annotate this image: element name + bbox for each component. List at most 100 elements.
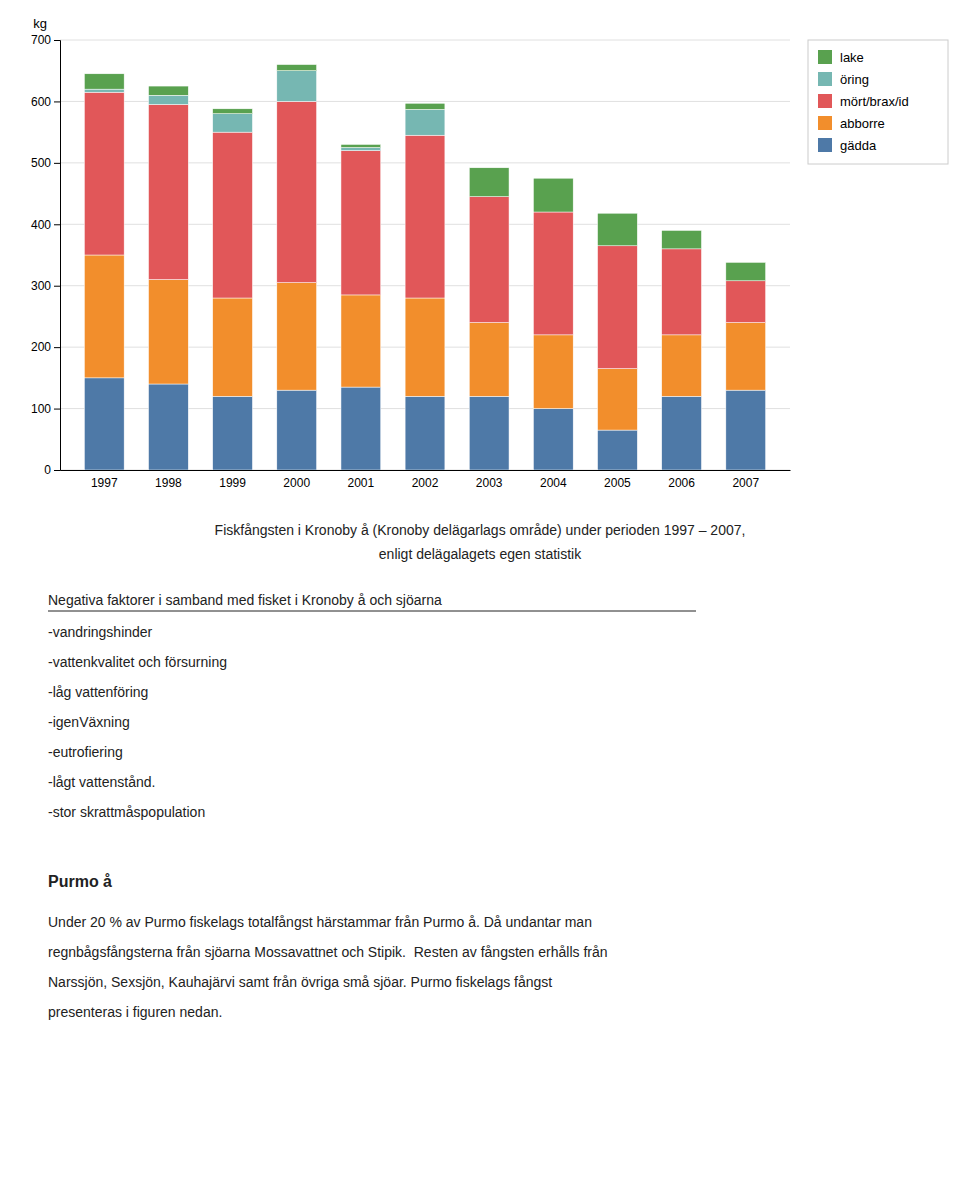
tick-label: 2001 — [348, 476, 375, 490]
tick-label: 200 — [31, 340, 51, 354]
bullet: -vandringshinder — [48, 624, 153, 640]
tick-label: 2005 — [604, 476, 631, 490]
bar-segment — [405, 109, 445, 135]
tick: 400 — [31, 218, 60, 232]
bar-segment — [533, 212, 573, 335]
bullet: -stor skrattmåspopulation — [48, 804, 205, 820]
bar-segment — [149, 95, 189, 104]
bar-segment — [277, 101, 317, 282]
tick: 2001 — [348, 476, 375, 490]
bar-segment — [277, 71, 317, 102]
tick: 100 — [31, 402, 60, 416]
bar-segment — [277, 390, 317, 470]
legend-label: gädda — [840, 138, 877, 153]
bar-segment — [213, 132, 253, 298]
series — [84, 92, 765, 368]
tick: 2005 — [604, 476, 631, 490]
tick: 500 — [31, 156, 60, 170]
bar-segment — [341, 151, 381, 295]
legend-item: lake — [818, 50, 864, 65]
bar-segment — [149, 280, 189, 384]
tick-mark — [54, 163, 60, 164]
legend-label: lake — [840, 50, 864, 65]
bar-segment — [341, 295, 381, 387]
bar-segment — [469, 396, 509, 470]
tick: 2007 — [732, 476, 759, 490]
bullet: -lågt vattenstånd. — [48, 774, 155, 790]
bar-segment — [533, 409, 573, 470]
bar-segment — [662, 230, 702, 248]
tick-mark — [54, 224, 60, 225]
tick: 2000 — [283, 476, 310, 490]
tick-label: 700 — [31, 33, 51, 47]
tick: 2004 — [540, 476, 567, 490]
bar-segment — [726, 323, 766, 391]
bar-segment — [533, 178, 573, 212]
bar-segment — [533, 335, 573, 409]
x-axis: 1997199819992000200120022003200420052006… — [61, 471, 791, 490]
tick-mark — [54, 40, 60, 41]
tick: 2003 — [476, 476, 503, 490]
tick: 300 — [31, 279, 60, 293]
tick-label: 1998 — [155, 476, 182, 490]
bar-segment — [149, 105, 189, 280]
tick-label: 100 — [31, 402, 51, 416]
bullet: -eutrofiering — [48, 744, 123, 760]
bar-segment — [213, 114, 253, 132]
bar-segment — [598, 246, 638, 369]
bar-segment — [469, 323, 509, 397]
y-axis-title: kg — [33, 16, 47, 31]
grid — [60, 40, 790, 470]
tick-label: 300 — [31, 279, 51, 293]
tick-label: 2000 — [283, 476, 310, 490]
bar-segment — [84, 255, 124, 378]
bar-segment — [598, 369, 638, 430]
bar-segment — [84, 92, 124, 255]
legend: lakeöringmört/brax/idabborregädda — [808, 40, 948, 164]
tick: 200 — [31, 340, 60, 354]
tick-mark — [54, 101, 60, 102]
bar-segment — [277, 65, 317, 71]
series — [84, 71, 445, 151]
axis-line — [61, 470, 791, 471]
tick-label: 500 — [31, 156, 51, 170]
tick: 2002 — [412, 476, 439, 490]
bar-segment — [405, 298, 445, 396]
bar-segment — [726, 390, 766, 470]
section-title: Negativa faktorer i samband med fisket i… — [48, 592, 442, 608]
legend-swatch — [818, 72, 832, 86]
bar-segment — [598, 213, 638, 246]
tick-mark — [54, 409, 60, 410]
legend-label: mört/brax/id — [840, 94, 909, 109]
heading: Purmo å — [48, 873, 112, 890]
bar-segment — [662, 396, 702, 470]
tick-label: 0 — [44, 463, 51, 477]
bar-segment — [662, 335, 702, 396]
legend-item: abborre — [818, 116, 885, 131]
tick-label: 1997 — [91, 476, 118, 490]
caption: enligt delägalagets egen statistik — [379, 546, 582, 562]
legend-item: mört/brax/id — [818, 94, 909, 109]
legend-swatch — [818, 50, 832, 64]
bar-segment — [341, 387, 381, 470]
bullet: -igenVäxning — [48, 714, 130, 730]
bullet: -låg vattenföring — [48, 684, 148, 700]
text-body: Fiskfångsten i Kronoby å (Kronoby deläga… — [48, 522, 745, 1020]
paragraph-line: Under 20 % av Purmo fiskelags totalfångs… — [48, 914, 592, 930]
bar-segment — [341, 148, 381, 151]
bar-segment — [469, 168, 509, 197]
tick-label: 2007 — [732, 476, 759, 490]
bar-segment — [213, 109, 253, 114]
page: 0100200300400500600700199719981999200020… — [0, 0, 960, 1178]
bar-segment — [469, 197, 509, 323]
bar-segment — [341, 144, 381, 147]
tick-label: 2006 — [668, 476, 695, 490]
bar-segment — [662, 249, 702, 335]
legend-swatch — [818, 116, 832, 130]
series — [84, 65, 765, 281]
bar-segment — [149, 384, 189, 470]
legend-swatch — [818, 94, 832, 108]
bar-segment — [84, 378, 124, 470]
caption: Fiskfångsten i Kronoby å (Kronoby deläga… — [215, 522, 746, 538]
underline — [48, 611, 696, 612]
